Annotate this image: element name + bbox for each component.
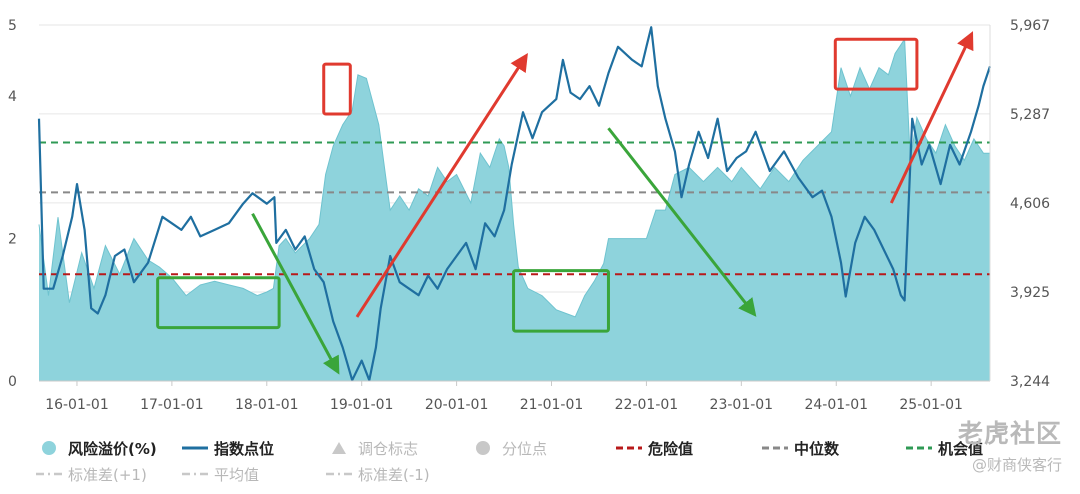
- annotation-layer: [156, 31, 974, 375]
- legend-item-mean[interactable]: 平均值: [182, 462, 259, 486]
- x-tick-label: 25-01-01: [899, 397, 963, 413]
- legend-label: 标准差(+1): [68, 465, 147, 484]
- y-right-tick-label: 4,606: [1010, 196, 1050, 212]
- legend-item-risk-premium[interactable]: 风险溢价(%): [36, 436, 157, 460]
- legend-label: 风险溢价(%): [68, 439, 157, 458]
- reference-lines: [39, 141, 990, 276]
- index-line: [37, 26, 992, 382]
- legend-label: 中位数: [794, 439, 840, 458]
- legend-item-std-plus[interactable]: 标准差(+1): [36, 462, 147, 486]
- y-left-tick-label: 2: [8, 232, 17, 248]
- x-tick-label: 18-01-01: [235, 397, 299, 413]
- y-left-tick-label: 4: [8, 89, 17, 105]
- dashdot-icon: [36, 466, 62, 482]
- x-tick-label: 24-01-01: [804, 397, 868, 413]
- line-icon: [182, 440, 208, 456]
- legend-label: 机会值: [938, 439, 984, 458]
- watermark: 老虎社区 @财商侠客行: [958, 414, 1062, 475]
- watermark-author: @财商侠客行: [971, 456, 1062, 474]
- risk-premium-edge: [38, 37, 990, 318]
- watermark-brand: 老虎社区: [957, 419, 1062, 448]
- x-tick-label: 21-01-01: [520, 397, 584, 413]
- chart-canvas: 16-01-01 17-01-01 18-01-01 19-01-01 20-01-01…: [8, 18, 1050, 413]
- y-right-tick-label: 3,925: [1010, 285, 1050, 301]
- dash-icon: [616, 440, 642, 456]
- dashdot-icon: [326, 466, 352, 482]
- index-line-layer: [37, 26, 992, 382]
- legend: 风险溢价(%) 指数点位 调仓标志 分位点 危险值 中位数 机会值 标准差(+1…: [30, 432, 1030, 492]
- y-right-tick-label: 5,967: [1010, 18, 1050, 34]
- trend-arrow: [607, 127, 757, 317]
- legend-label: 分位点: [502, 439, 548, 458]
- x-tick-label: 16-01-01: [45, 397, 109, 413]
- y-left-tick-label: 0: [8, 374, 17, 390]
- x-tick-label: 20-01-01: [425, 397, 489, 413]
- trend-arrow: [251, 212, 340, 375]
- legend-item-index[interactable]: 指数点位: [182, 436, 274, 460]
- legend-item-std-minus[interactable]: 标准差(-1): [326, 462, 430, 486]
- x-tick-label: 22-01-01: [615, 397, 679, 413]
- dash-icon: [762, 440, 788, 456]
- y-left-tick-label: 5: [8, 18, 17, 34]
- axis-layer: 16-01-01 17-01-01 18-01-01 19-01-01 20-01-01…: [8, 18, 1050, 413]
- highlight-box: [322, 62, 352, 116]
- dashdot-icon: [182, 466, 208, 482]
- dash-icon: [906, 440, 932, 456]
- trend-arrow: [889, 31, 974, 204]
- area-layer: [38, 37, 990, 381]
- legend-item-median[interactable]: 中位数: [762, 436, 839, 460]
- legend-item-opportunity[interactable]: 机会值: [906, 436, 983, 460]
- x-tick-label: 17-01-01: [140, 397, 204, 413]
- y-right-tick-label: 3,244: [1010, 374, 1050, 390]
- legend-item-danger[interactable]: 危险值: [616, 436, 693, 460]
- circle-icon: [36, 440, 62, 456]
- highlight-box: [156, 276, 281, 330]
- highlight-box: [833, 37, 919, 91]
- legend-label: 调仓标志: [358, 439, 419, 458]
- trend-arrow: [355, 53, 528, 318]
- legend-label: 平均值: [214, 465, 260, 484]
- legend-item-rebalance[interactable]: 调仓标志: [326, 436, 418, 460]
- highlight-box: [512, 269, 610, 333]
- legend-label: 危险值: [648, 439, 694, 458]
- x-tick-label: 19-01-01: [330, 397, 394, 413]
- triangle-icon: [326, 440, 352, 456]
- circle-icon: [470, 440, 496, 456]
- x-tick-label: 23-01-01: [710, 397, 774, 413]
- risk-premium-area: [39, 39, 990, 381]
- legend-item-percentile[interactable]: 分位点: [470, 436, 547, 460]
- legend-label: 标准差(-1): [358, 465, 430, 484]
- legend-label: 指数点位: [214, 439, 275, 458]
- y-right-tick-label: 5,287: [1010, 107, 1050, 123]
